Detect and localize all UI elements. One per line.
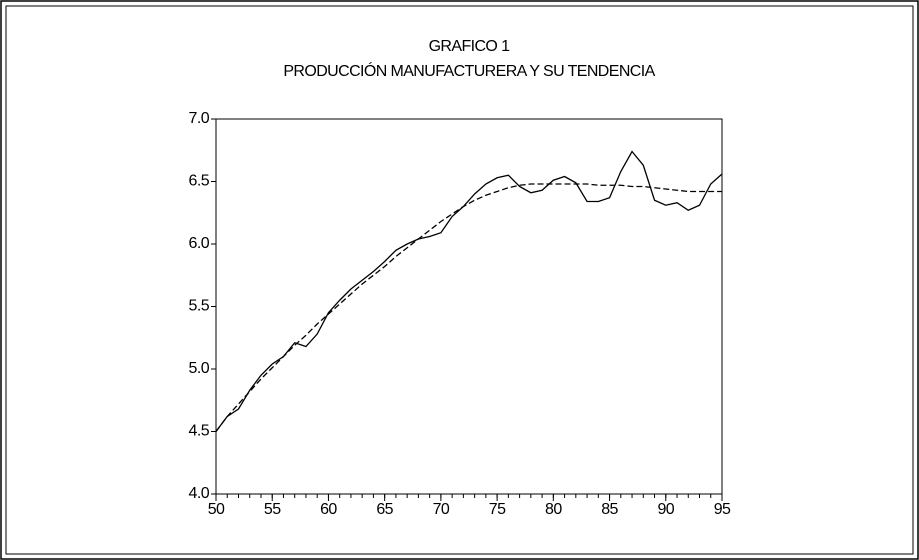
inner-frame [5,5,914,555]
x-tick-label: 85 [601,501,618,518]
x-tick-label: 50 [208,501,225,518]
series-line [215,183,722,432]
y-tick-label: 4.5 [189,423,210,440]
y-tick-label: 6.5 [189,173,210,190]
x-tick-label: 55 [264,501,281,518]
x-tick-label: 65 [376,501,393,518]
y-tick-label: 7.0 [189,110,210,127]
x-tick-label: 80 [545,501,562,518]
y-tick-label: 6.0 [189,235,210,252]
x-tick-label: 60 [320,501,337,518]
x-tick-label: 75 [489,501,506,518]
chart-subtitle: PRODUCCIÓN MANUFACTURERA Y SU TENDENCIA [283,61,655,80]
x-tick-label: 95 [714,501,731,518]
y-tick-label: 5.0 [189,360,210,377]
x-tick-label: 70 [433,501,450,518]
y-tick-label: 5.5 [189,298,210,315]
chart-title: GRAFICO 1 [429,38,511,55]
y-tick-label: 4.0 [189,485,210,502]
series-line [215,150,723,432]
x-tick-label: 90 [657,501,674,518]
